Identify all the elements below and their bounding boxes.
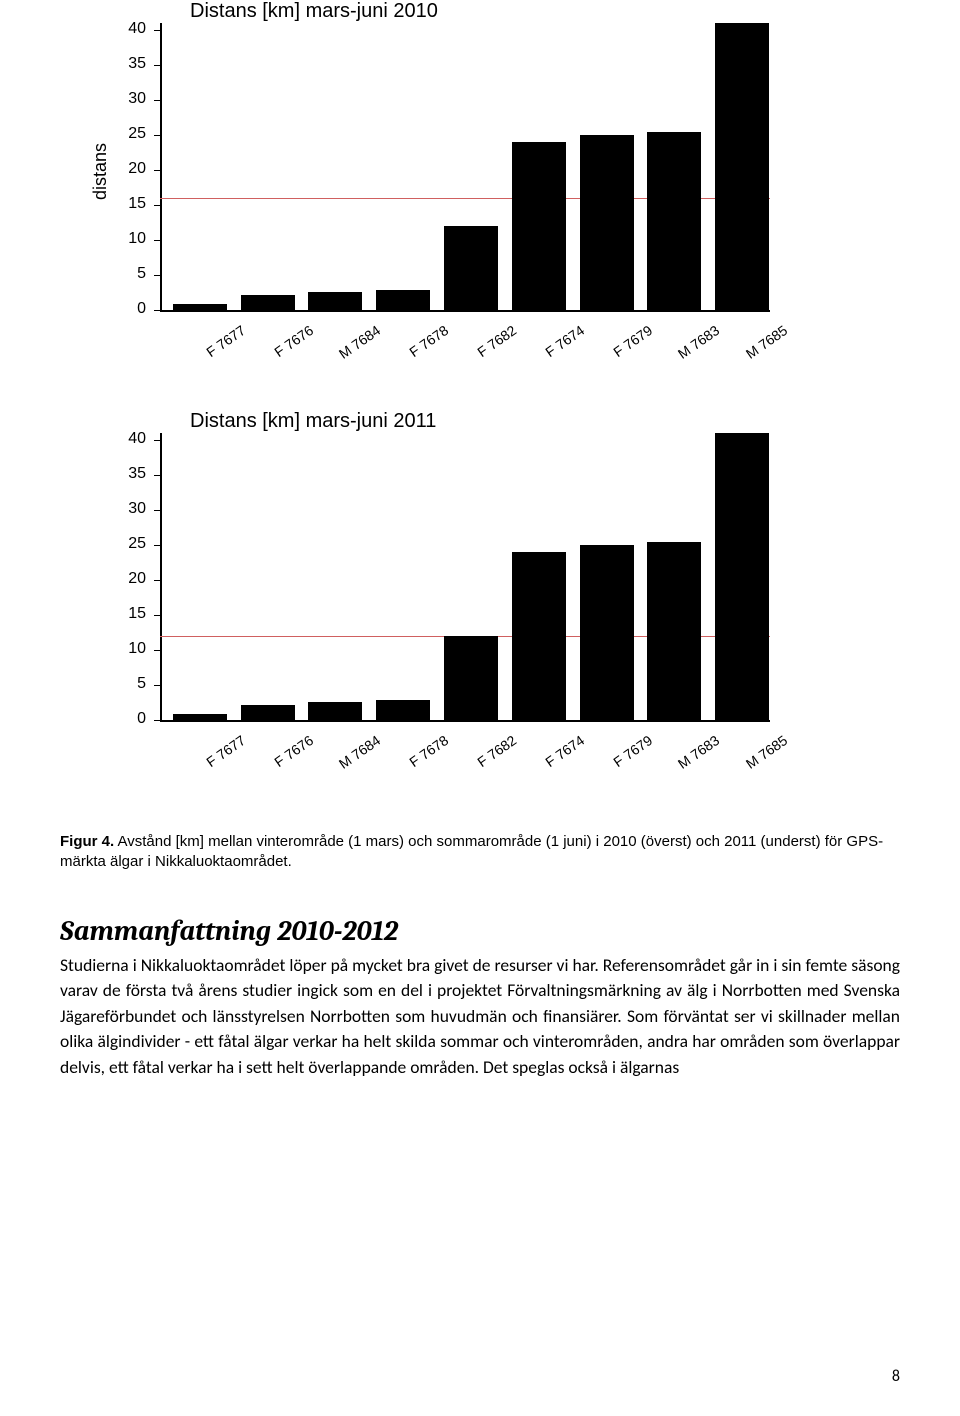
y-tick — [154, 510, 160, 511]
y-tick — [154, 545, 160, 546]
y-tick — [154, 205, 160, 206]
y-tick-label: 35 — [116, 55, 146, 73]
body-text: Studierna i Nikkaluoktaområdet löper på … — [60, 953, 900, 1080]
y-tick — [154, 615, 160, 616]
y-tick — [154, 720, 160, 721]
bar — [444, 226, 498, 310]
bar — [580, 135, 634, 310]
bar — [308, 702, 362, 720]
y-tick — [154, 580, 160, 581]
y-tick-label: 30 — [116, 90, 146, 108]
y-tick — [154, 135, 160, 136]
x-tick-label: F 7678 — [393, 732, 451, 780]
chart-plot-area: 0510152025303540F 7677F 7676M 7684F 7678… — [70, 440, 900, 760]
y-tick — [154, 170, 160, 171]
x-tick-label: F 7674 — [529, 732, 587, 780]
y-tick — [154, 65, 160, 66]
x-tick-label: M 7685 — [732, 732, 790, 780]
bar — [647, 542, 701, 721]
y-tick-label: 0 — [116, 710, 146, 728]
figure-caption: Figur 4. Avstånd [km] mellan vinterområd… — [60, 832, 900, 871]
bar — [241, 295, 295, 310]
caption-text: Avstånd [km] mellan vinterområde (1 mars… — [60, 833, 883, 870]
x-axis — [160, 720, 770, 722]
y-tick-label: 5 — [116, 675, 146, 693]
page-number: 8 — [892, 1367, 900, 1386]
chart-title: Distans [km] mars-juni 2010 — [70, 0, 900, 23]
bar — [715, 433, 769, 720]
y-axis — [160, 433, 162, 720]
bar — [715, 23, 769, 310]
bar — [308, 292, 362, 310]
chart-plot-area: 0510152025303540distansF 7677F 7676M 768… — [70, 30, 900, 350]
bar — [173, 714, 227, 720]
bar — [512, 142, 566, 310]
y-tick — [154, 240, 160, 241]
y-tick — [154, 440, 160, 441]
y-tick-label: 35 — [116, 465, 146, 483]
bar — [512, 552, 566, 720]
y-axis — [160, 23, 162, 310]
bar — [647, 132, 701, 311]
y-tick-label: 30 — [116, 500, 146, 518]
y-axis-label: distans — [90, 143, 111, 200]
y-tick-label: 0 — [116, 300, 146, 318]
bar — [580, 545, 634, 720]
bar — [241, 705, 295, 720]
x-tick-label: M 7684 — [325, 732, 383, 780]
y-tick — [154, 685, 160, 686]
x-tick-label: F 7677 — [190, 732, 248, 780]
chart-distans-2011: Distans [km] mars-juni 2011 0 5 10 15 20 25 30… — [70, 410, 900, 760]
x-tick-label: F 7682 — [461, 732, 519, 780]
x-tick-label: M 7683 — [664, 732, 722, 780]
y-tick-label: 40 — [116, 430, 146, 448]
bar — [444, 636, 498, 720]
page: Distans [km] mars-juni 2010 0 5 10 15 20 25 30… — [0, 0, 960, 1416]
bar — [376, 290, 430, 310]
y-tick-label: 15 — [116, 195, 146, 213]
bar — [376, 700, 430, 720]
y-tick-label: 40 — [116, 20, 146, 38]
chart-title: Distans [km] mars-juni 2011 — [70, 410, 900, 433]
x-tick-label: F 7679 — [596, 732, 654, 780]
x-axis — [160, 310, 770, 312]
y-tick — [154, 475, 160, 476]
y-tick-label: 20 — [116, 160, 146, 178]
section-heading: Sammanfattning 2010-2012 — [60, 915, 900, 947]
y-tick-label: 25 — [116, 125, 146, 143]
chart-distans-2010: Distans [km] mars-juni 2010 0 5 10 15 20 25 30… — [70, 0, 900, 350]
y-tick-label: 15 — [116, 605, 146, 623]
y-tick — [154, 310, 160, 311]
y-tick-label: 10 — [116, 230, 146, 248]
y-tick — [154, 30, 160, 31]
y-tick — [154, 275, 160, 276]
y-tick-label: 10 — [116, 640, 146, 658]
x-tick-label: F 7676 — [258, 732, 316, 780]
y-tick-label: 20 — [116, 570, 146, 588]
caption-lead: Figur 4. — [60, 833, 114, 850]
y-tick — [154, 650, 160, 651]
y-tick-label: 25 — [116, 535, 146, 553]
bar — [173, 304, 227, 310]
y-tick — [154, 100, 160, 101]
y-tick-label: 5 — [116, 265, 146, 283]
